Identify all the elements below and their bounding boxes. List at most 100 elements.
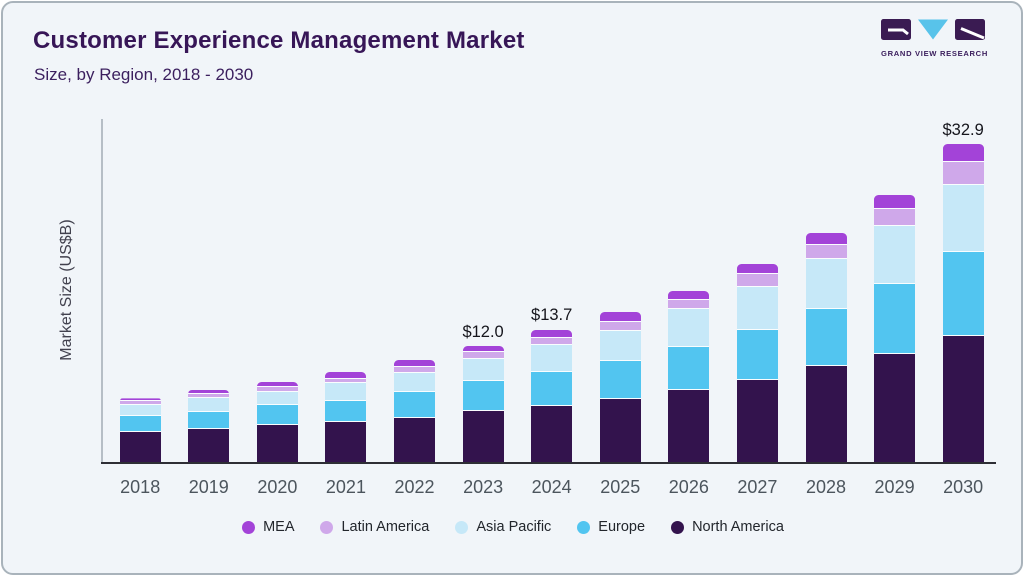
bar-segment-mea [942, 144, 984, 162]
bar-segment-latin-america [256, 386, 298, 392]
bar-total-label: $32.9 [942, 120, 984, 139]
bar-segment-mea [736, 264, 778, 274]
bar-segment-asia-pacific [805, 259, 847, 310]
bar-segment-north-america [942, 335, 984, 462]
bar-segment-latin-america [736, 273, 778, 288]
bar-segment-latin-america [188, 394, 230, 399]
bar-segment-asia-pacific [119, 405, 161, 416]
bar-segment-latin-america [805, 244, 847, 260]
bar-segment-mea [668, 291, 710, 300]
bar-segment-latin-america [325, 378, 367, 383]
gvr-logo-mark-icon [881, 19, 985, 40]
bar-column-2020 [256, 3, 298, 462]
bar-segment-asia-pacific [325, 382, 367, 402]
legend-item-north-america: North America [671, 519, 784, 535]
bar-segment-europe [325, 401, 367, 423]
bar-segment-asia-pacific [394, 373, 436, 392]
bar-column-2021 [325, 3, 367, 462]
bar-segment-north-america [256, 425, 298, 462]
legend: MEA Latin America Asia Pacific Europe North … [3, 519, 1023, 535]
bar-column-2027 [736, 3, 778, 462]
bar-segment-mea [188, 389, 230, 395]
bar-segment-latin-america [599, 321, 641, 331]
bar-segment-mea [874, 194, 916, 210]
legend-label: Europe [598, 519, 646, 535]
bar-segment-asia-pacific [874, 226, 916, 285]
bar-segment-asia-pacific [462, 358, 504, 381]
bar-segment-asia-pacific [599, 330, 641, 361]
bar-segment-europe [736, 329, 778, 380]
x-tick-label: 2029 [874, 477, 915, 497]
x-tick-label: 2026 [668, 477, 709, 497]
bar-segment-asia-pacific [188, 398, 230, 412]
bar-segment-europe [942, 252, 984, 336]
bar-column-2022 [394, 3, 436, 462]
x-tick-label: 2019 [188, 477, 229, 497]
bar-segment-europe [531, 372, 573, 406]
bar-segment-north-america [119, 432, 161, 462]
bar-column-2019 [188, 3, 230, 462]
legend-label: Asia Pacific [476, 519, 552, 535]
legend-label: MEA [263, 519, 295, 535]
legend-label: North America [692, 519, 784, 535]
bar-segment-europe [188, 411, 230, 430]
bar-segment-north-america [668, 389, 710, 462]
bar-segment-latin-america [942, 161, 984, 185]
bar-segment-mea [462, 346, 504, 352]
legend-item-latin-america: Latin America [320, 519, 429, 535]
bar-segment-asia-pacific [668, 309, 710, 348]
bar-segment-north-america [805, 366, 847, 462]
bar-segment-europe [874, 284, 916, 354]
bar-segment-north-america [736, 379, 778, 462]
gvr-logo: GRAND VIEW RESEARCH [881, 19, 989, 58]
bar-segment-north-america [531, 406, 573, 462]
x-tick-label: 2025 [600, 477, 641, 497]
bar-column-2028 [805, 3, 847, 462]
x-tick-label: 2018 [120, 477, 161, 497]
legend-swatch-icon [242, 520, 256, 534]
x-tick-label: 2024 [531, 477, 572, 497]
bar-column-2023 [462, 3, 504, 462]
bar-segment-asia-pacific [736, 287, 778, 330]
bar-segment-latin-america [119, 401, 161, 406]
bar-segment-north-america [874, 353, 916, 462]
bar-segment-latin-america [668, 299, 710, 310]
page-subtitle: Size, by Region, 2018 - 2030 [34, 65, 254, 84]
bar-column-2026 [668, 3, 710, 462]
bar-column-2018 [119, 3, 161, 462]
bar-segment-europe [462, 380, 504, 411]
bar-segment-europe [668, 347, 710, 390]
bar-segment-mea [325, 372, 367, 379]
legend-swatch-icon [320, 520, 334, 534]
bar-segment-asia-pacific [531, 345, 573, 373]
legend-item-europe: Europe [577, 519, 645, 535]
legend-swatch-icon [671, 520, 685, 534]
bar-column-2029 [874, 3, 916, 462]
bar-segment-north-america [394, 417, 436, 462]
bar-total-label: $12.0 [462, 322, 504, 341]
bar-segment-mea [256, 381, 298, 387]
bar-segment-latin-america [531, 338, 573, 346]
legend-item-mea: MEA [242, 519, 294, 535]
legend-item-asia-pacific: Asia Pacific [455, 519, 551, 535]
page-title: Customer Experience Management Market [33, 27, 525, 54]
gvr-logo-text: GRAND VIEW RESEARCH [881, 49, 989, 58]
bar-segment-latin-america [394, 367, 436, 374]
x-tick-label: 2022 [394, 477, 435, 497]
x-tick-label: 2020 [257, 477, 298, 497]
bar-segment-europe [119, 415, 161, 433]
bar-segment-mea [531, 329, 573, 339]
bar-column-2024 [531, 3, 573, 462]
bar-segment-mea [599, 312, 641, 322]
bar-segment-asia-pacific [942, 184, 984, 253]
bar-column-2030 [942, 3, 984, 462]
bar-segment-europe [805, 309, 847, 367]
x-tick-label: 2028 [805, 477, 847, 497]
bar-segment-north-america [599, 399, 641, 462]
bar-segment-mea [805, 233, 847, 245]
x-tick-label: 2021 [325, 477, 366, 497]
x-tick-label: 2030 [943, 477, 984, 497]
x-tick-label: 2027 [737, 477, 778, 497]
x-tick-label: 2023 [463, 477, 504, 497]
